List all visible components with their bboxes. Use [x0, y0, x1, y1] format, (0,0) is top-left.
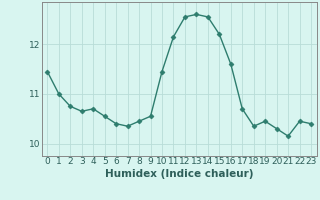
X-axis label: Humidex (Indice chaleur): Humidex (Indice chaleur)	[105, 169, 253, 179]
